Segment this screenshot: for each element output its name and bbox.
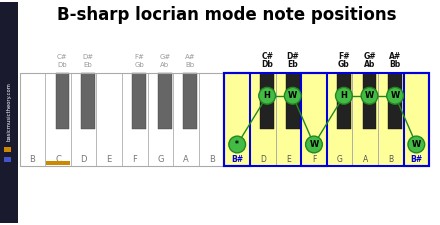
Bar: [4, 147, 11, 152]
Bar: [388, 73, 402, 129]
Bar: [275, 73, 301, 166]
Bar: [378, 73, 403, 166]
Bar: [183, 73, 197, 129]
Text: C#: C#: [57, 54, 68, 60]
Bar: [81, 73, 95, 129]
Text: Ab: Ab: [364, 60, 375, 69]
Text: F#: F#: [134, 54, 144, 60]
Text: W: W: [309, 140, 319, 149]
Bar: [158, 73, 172, 129]
Bar: [403, 73, 429, 166]
Bar: [260, 73, 274, 129]
Text: F: F: [312, 155, 316, 164]
Text: E: E: [286, 155, 291, 164]
Bar: [224, 73, 429, 166]
Text: G#: G#: [363, 52, 376, 61]
Text: D: D: [260, 155, 266, 164]
Circle shape: [284, 87, 301, 104]
Bar: [20, 73, 224, 166]
Bar: [363, 73, 376, 129]
Bar: [301, 73, 327, 166]
Bar: [20, 73, 45, 166]
Text: Eb: Eb: [84, 62, 92, 68]
Text: Gb: Gb: [134, 62, 144, 68]
Circle shape: [306, 136, 323, 153]
Text: B: B: [209, 155, 215, 164]
Bar: [46, 161, 70, 165]
Text: Db: Db: [261, 60, 273, 69]
Circle shape: [259, 87, 275, 104]
Bar: [173, 73, 199, 166]
Text: G#: G#: [159, 54, 170, 60]
Bar: [352, 73, 378, 166]
Bar: [148, 73, 173, 166]
Text: Bb: Bb: [186, 62, 195, 68]
Circle shape: [361, 87, 378, 104]
Text: G: G: [337, 155, 342, 164]
Bar: [403, 73, 429, 166]
Bar: [132, 73, 146, 129]
Text: B#: B#: [410, 155, 422, 164]
Bar: [286, 73, 300, 129]
Text: B#: B#: [231, 155, 243, 164]
Text: F#: F#: [338, 52, 350, 61]
Bar: [71, 73, 96, 166]
Bar: [327, 73, 352, 166]
Text: W: W: [390, 91, 400, 100]
Bar: [301, 73, 327, 166]
Text: basicmusictheory.com: basicmusictheory.com: [6, 83, 11, 142]
Bar: [337, 73, 351, 129]
Bar: [4, 157, 11, 162]
Text: Ab: Ab: [160, 62, 169, 68]
Text: G: G: [157, 155, 164, 164]
Text: D#: D#: [286, 52, 299, 61]
Text: Db: Db: [58, 62, 67, 68]
Bar: [55, 73, 70, 129]
Circle shape: [336, 87, 352, 104]
Bar: [224, 73, 429, 166]
Bar: [199, 73, 224, 166]
Text: H: H: [264, 91, 271, 100]
Circle shape: [229, 136, 246, 153]
Text: A: A: [183, 155, 189, 164]
Text: Gb: Gb: [338, 60, 350, 69]
Bar: [45, 73, 71, 166]
Text: Bb: Bb: [389, 60, 401, 69]
Bar: [250, 73, 275, 166]
Text: H: H: [341, 91, 347, 100]
Text: B: B: [388, 155, 393, 164]
Bar: [0, 2, 18, 223]
Text: B-sharp locrian mode note positions: B-sharp locrian mode note positions: [57, 6, 396, 24]
Text: D#: D#: [82, 54, 94, 60]
Circle shape: [387, 87, 403, 104]
Bar: [224, 73, 250, 166]
Text: D: D: [81, 155, 87, 164]
Bar: [122, 73, 148, 166]
Text: C#: C#: [261, 52, 273, 61]
Text: F: F: [132, 155, 137, 164]
Text: A: A: [363, 155, 368, 164]
Bar: [224, 73, 250, 166]
Text: *: *: [235, 140, 239, 149]
Text: B: B: [29, 155, 35, 164]
Text: C: C: [55, 155, 61, 164]
Text: W: W: [288, 91, 297, 100]
Text: A#: A#: [389, 52, 401, 61]
Text: A#: A#: [185, 54, 196, 60]
Text: Eb: Eb: [287, 60, 298, 69]
Circle shape: [408, 136, 425, 153]
Text: W: W: [365, 91, 374, 100]
Bar: [96, 73, 122, 166]
Text: W: W: [412, 140, 421, 149]
Text: E: E: [106, 155, 112, 164]
